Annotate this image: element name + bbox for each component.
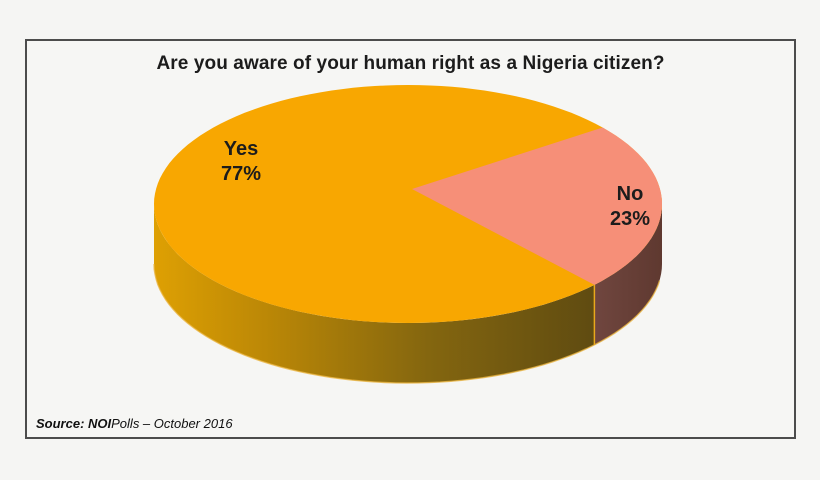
pie-side-no xyxy=(594,204,662,345)
chart-title: Are you aware of your human right as a N… xyxy=(156,53,665,74)
slice-label-yes: Yes 77% xyxy=(221,137,261,187)
source-rest: Polls – October 2016 xyxy=(111,416,233,431)
source-line: Source: NOIPolls – October 2016 xyxy=(36,416,233,431)
source-prefix: Source: xyxy=(36,416,89,431)
pie-slice-yes xyxy=(154,85,662,323)
pie-side-yes xyxy=(154,204,595,383)
pie-slice-no xyxy=(412,127,662,285)
slice-label-no: No 23% xyxy=(610,182,650,232)
slice-label-no-text: No xyxy=(616,183,644,205)
slice-label-no-value: 23% xyxy=(609,208,651,230)
slice-label-yes-text: Yes xyxy=(223,138,259,160)
slice-label-yes-value: 77% xyxy=(220,163,262,185)
source-brand: NOI xyxy=(88,416,112,431)
pie-bottom-rim-highlight xyxy=(153,263,661,384)
